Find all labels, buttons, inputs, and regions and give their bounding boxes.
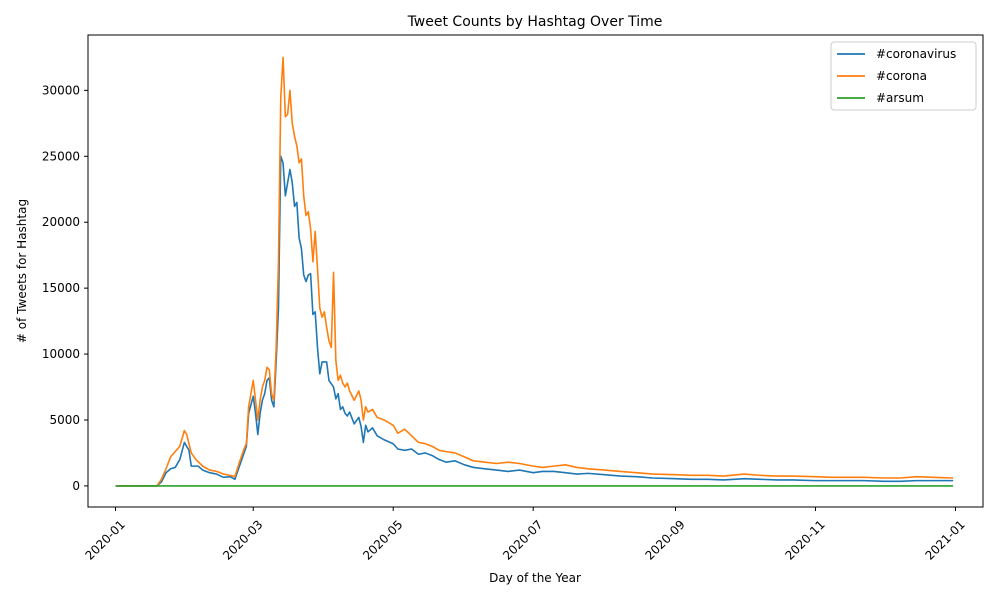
y-tick-label: 15000 bbox=[42, 281, 80, 295]
y-tick-label: 25000 bbox=[42, 149, 80, 163]
chart-title: Tweet Counts by Hashtag Over Time bbox=[407, 14, 663, 30]
y-tick-label: 5000 bbox=[49, 413, 80, 427]
series-line-coronavirus bbox=[115, 155, 954, 487]
y-tick-label: 30000 bbox=[42, 83, 80, 97]
axes-frame bbox=[87, 34, 984, 508]
y-tick-label: 10000 bbox=[42, 347, 80, 361]
legend-label: #arsum bbox=[876, 91, 924, 105]
y-axis-label: # of Tweets for Hashtag bbox=[15, 199, 29, 343]
y-tick-label: 0 bbox=[72, 479, 80, 493]
legend: #coronavirus #corona #arsum bbox=[830, 41, 977, 111]
legend-label: #corona bbox=[876, 69, 927, 83]
legend-label: #coronavirus bbox=[876, 47, 956, 61]
y-tick-label: 20000 bbox=[42, 215, 80, 229]
x-axis-label: Day of the Year bbox=[489, 571, 581, 585]
legend-box bbox=[830, 41, 977, 111]
series-line-corona bbox=[115, 56, 954, 487]
plot-area bbox=[115, 56, 954, 487]
y-axis-ticks: 0 5000 10000 15000 20000 25000 30000 bbox=[42, 83, 88, 493]
